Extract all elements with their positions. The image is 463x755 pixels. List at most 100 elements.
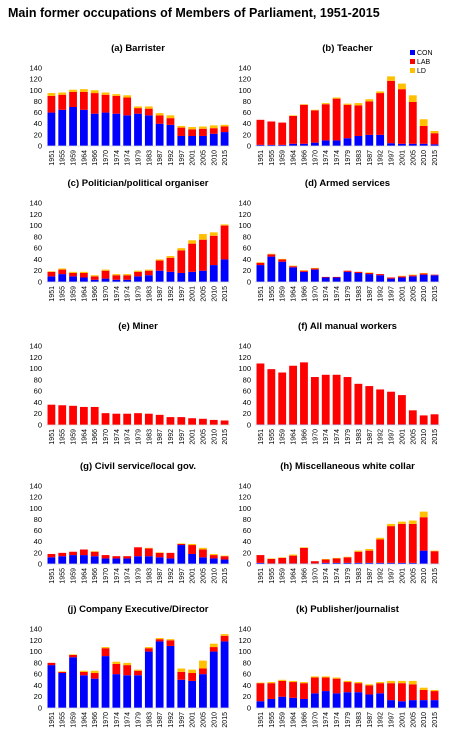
x-tick-label: 2010 — [421, 150, 428, 166]
legend-swatch — [410, 50, 415, 55]
bar-lab — [134, 271, 142, 277]
bar-ld — [199, 547, 207, 550]
x-tick-label: 1983 — [146, 568, 153, 584]
x-tick-label: 1959 — [280, 286, 287, 302]
bar-con — [376, 693, 385, 708]
x-tick-label: 1997 — [179, 429, 186, 445]
x-tick-label: 2005 — [200, 429, 207, 445]
y-tick-label: 20 — [243, 130, 251, 139]
bar-ld — [365, 272, 374, 273]
bar-lab — [365, 685, 374, 695]
bar-con — [58, 274, 67, 282]
bar-lab — [321, 677, 330, 692]
chart-panel: (d) Armed services 0 20 40 60 80 100 120 140 1951… — [238, 178, 440, 302]
bar-ld — [101, 92, 110, 95]
bar-ld — [387, 523, 395, 527]
x-tick-label: 2001 — [399, 429, 406, 445]
x-tick-label: 1979 — [345, 286, 352, 302]
x-tick-label: 1966 — [92, 712, 99, 728]
bar-lab — [408, 101, 417, 144]
x-tick-label: 1951 — [258, 286, 265, 302]
bar-lab — [289, 555, 298, 564]
bar-con — [408, 700, 417, 708]
bar-con — [112, 279, 121, 282]
x-tick-label: 2010 — [211, 429, 218, 445]
bar-ld — [267, 558, 276, 559]
x-tick-label: 2015 — [432, 150, 439, 166]
bar-ld — [300, 104, 308, 105]
bar-lab — [90, 673, 99, 679]
bar-ld — [69, 89, 77, 92]
x-tick-label: 1987 — [367, 712, 374, 728]
bar-lab — [300, 104, 308, 144]
x-tick-label: 1987 — [157, 712, 164, 728]
bar-lab — [310, 110, 319, 143]
bar-ld — [430, 550, 439, 552]
bar-con — [321, 562, 330, 564]
x-tick-label: 1987 — [157, 429, 164, 445]
bar-con — [354, 272, 363, 282]
y-tick-label: 100 — [29, 86, 42, 95]
x-tick-label: 1992 — [378, 286, 385, 302]
bar-lab — [123, 556, 132, 559]
x-tick-label: 2015 — [432, 712, 439, 728]
bar-con — [387, 278, 395, 282]
bar-ld — [199, 234, 207, 240]
x-tick-label: 1970 — [103, 150, 110, 166]
x-tick-label: 1955 — [60, 712, 67, 728]
x-tick-label: 1997 — [179, 286, 186, 302]
y-tick-label: 60 — [243, 526, 251, 535]
bar-con — [101, 558, 110, 564]
bar-con — [321, 691, 330, 708]
bar-lab — [58, 94, 67, 110]
bar-con — [419, 700, 428, 708]
y-tick-label: 60 — [34, 108, 42, 117]
bar-lab — [419, 125, 428, 144]
x-tick-label: 1992 — [168, 712, 175, 728]
bar-con — [177, 545, 186, 564]
bar-ld — [419, 511, 428, 518]
x-tick-label: 1970 — [103, 712, 110, 728]
bar-con — [343, 138, 352, 146]
x-tick-label: 1955 — [269, 568, 276, 584]
panel-title: (g) Civil service/local gov. — [80, 461, 196, 472]
bar-con — [300, 143, 308, 146]
bar-con — [419, 143, 428, 146]
y-tick-label: 0 — [38, 704, 42, 713]
bar-con — [79, 555, 88, 564]
x-tick-label: 2010 — [421, 429, 428, 445]
bar-con — [256, 701, 265, 708]
x-tick-label: 1997 — [179, 568, 186, 584]
bar-ld — [321, 676, 330, 678]
bar-lab — [278, 259, 287, 262]
bar-ld — [278, 557, 287, 558]
x-tick-label: 1997 — [389, 429, 396, 445]
y-tick-label: 80 — [34, 515, 42, 524]
bar-lab — [144, 648, 153, 652]
bar-ld — [58, 671, 67, 672]
x-tick-label: 2001 — [399, 712, 406, 728]
y-tick-label: 80 — [34, 658, 42, 667]
bar-lab — [112, 275, 121, 280]
x-tick-label: 2001 — [190, 568, 197, 584]
y-tick-label: 120 — [238, 353, 251, 362]
bar-con — [278, 261, 287, 282]
bar-con — [430, 700, 439, 708]
bar-lab — [365, 386, 374, 425]
bar-ld — [267, 682, 276, 684]
bar-lab — [387, 277, 395, 279]
bar-lab — [278, 372, 287, 425]
bar-lab — [199, 418, 207, 425]
y-tick-label: 80 — [34, 375, 42, 384]
bar-con — [267, 144, 276, 146]
bar-con — [376, 134, 385, 146]
bar-con — [144, 556, 153, 564]
y-tick-label: 80 — [243, 515, 251, 524]
bar-lab — [155, 414, 164, 425]
bar-con — [101, 656, 110, 708]
bar-ld — [354, 682, 363, 684]
bar-lab — [166, 118, 175, 125]
bar-con — [376, 562, 385, 564]
bar-lab — [47, 95, 56, 113]
bar-lab — [430, 551, 439, 564]
